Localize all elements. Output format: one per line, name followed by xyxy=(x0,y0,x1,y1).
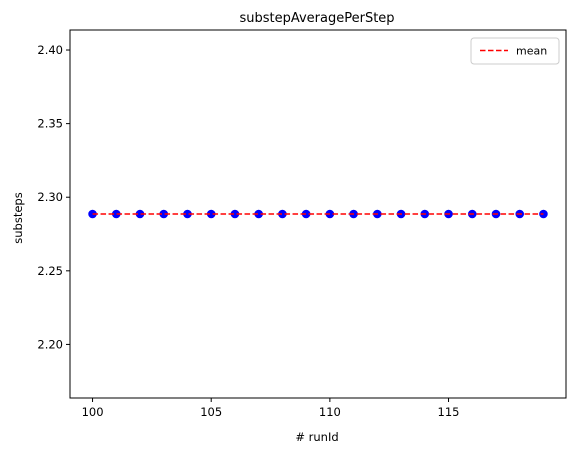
legend-box xyxy=(470,37,560,65)
x-tick-label: 105 xyxy=(200,405,222,419)
x-axis-label: # runId xyxy=(295,430,338,444)
data-point xyxy=(183,209,192,219)
x-tick-label: 100 xyxy=(82,405,104,419)
plot-area: 100 105 110 115 2.20 2.25 2.30 2.35 2.40 xyxy=(37,29,567,419)
data-point xyxy=(254,209,263,219)
axes-frame xyxy=(69,29,567,399)
legend: mean xyxy=(470,37,560,65)
y-tick-label: 2.35 xyxy=(37,117,63,131)
x-tick-label: 110 xyxy=(319,405,341,419)
y-tick-label: 2.30 xyxy=(37,190,63,204)
data-point xyxy=(111,209,121,219)
y-tick-label: 2.20 xyxy=(37,337,63,351)
y-tick-label: 2.40 xyxy=(37,43,63,57)
data-point xyxy=(206,209,216,219)
legend-mean-label: mean xyxy=(516,45,547,58)
chart-title: substepAveragePerStep xyxy=(239,11,394,26)
y-axis-label: substeps xyxy=(11,192,25,243)
data-point xyxy=(278,209,287,219)
x-tick-label: 115 xyxy=(438,405,460,419)
data-point xyxy=(230,209,240,219)
data-point xyxy=(301,209,311,219)
data-point xyxy=(159,209,169,219)
y-tick-label: 2.25 xyxy=(37,264,63,278)
data-point xyxy=(135,209,145,219)
